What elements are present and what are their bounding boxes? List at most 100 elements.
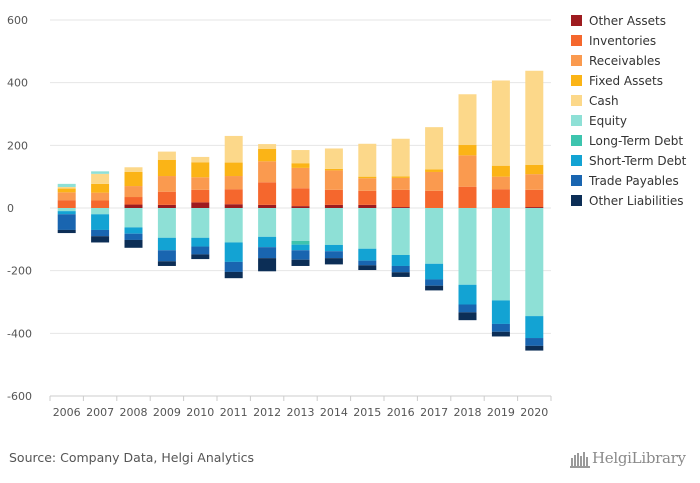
bar-segment — [391, 255, 410, 266]
y-tick-label: -400 — [7, 327, 32, 340]
bar-segment — [458, 284, 477, 305]
bar-segment — [391, 189, 410, 208]
bar-segment — [458, 186, 477, 208]
bar-segment — [157, 159, 176, 177]
legend-swatch — [571, 35, 582, 46]
y-tick-label: -200 — [7, 265, 32, 278]
bar-segment — [224, 176, 243, 190]
x-tick-label: 2012 — [253, 406, 281, 419]
bar-segment — [191, 156, 210, 163]
bar-segment — [358, 265, 377, 271]
bar-segment — [57, 183, 76, 188]
source-note: Source: Company Data, Helgi Analytics — [9, 450, 255, 465]
bar-segment — [491, 165, 510, 177]
legend-item[interactable]: Other Assets — [571, 14, 666, 28]
legend-label: Trade Payables — [588, 174, 679, 188]
bar-segment — [291, 163, 310, 168]
bar-segment — [458, 312, 477, 321]
bar-segment — [124, 167, 143, 172]
bar-segment — [291, 206, 310, 208]
bar-segment — [91, 200, 110, 208]
bars — [57, 70, 544, 351]
bar-segment — [358, 178, 377, 191]
bar-segment — [525, 208, 544, 317]
legend-item[interactable]: Other Liabilities — [571, 194, 684, 208]
x-tick-label: 2011 — [220, 406, 248, 419]
bar-segment — [57, 208, 76, 212]
bar-segment — [91, 214, 110, 230]
bar-segment — [57, 192, 76, 201]
bar-segment — [57, 229, 76, 234]
brand-logo[interactable]: HelgiLibrary — [570, 448, 695, 470]
bar-segment — [458, 304, 477, 313]
bar-segment — [391, 138, 410, 177]
bar-segment — [191, 162, 210, 178]
legend-item[interactable]: Long-Term Debt — [571, 134, 683, 148]
legend-swatch — [571, 155, 582, 166]
bar-segment — [91, 229, 110, 237]
legend-item[interactable]: Inventories — [571, 34, 656, 48]
legend-item[interactable]: Fixed Assets — [571, 74, 663, 88]
legend-swatch — [571, 15, 582, 26]
bar-segment — [491, 80, 510, 166]
bar-segment — [324, 148, 343, 169]
bar-segment — [425, 208, 444, 264]
x-tick-label: 2014 — [320, 406, 348, 419]
bar-segment — [224, 204, 243, 208]
bar-segment — [124, 227, 143, 234]
bar-segment — [425, 190, 444, 208]
bar-segment — [191, 208, 210, 238]
legend-item[interactable]: Equity — [571, 114, 627, 128]
legend-label: Short-Term Debt — [589, 154, 687, 168]
legend-label: Receivables — [589, 54, 661, 68]
bar-segment — [191, 246, 210, 255]
legend-item[interactable]: Cash — [571, 94, 619, 108]
bar-segment — [525, 207, 544, 208]
bar-segment — [358, 190, 377, 205]
bar-segment — [91, 171, 110, 174]
bar-segment — [425, 127, 444, 170]
x-tick-label: 2008 — [120, 406, 148, 419]
legend-label: Other Liabilities — [589, 194, 684, 208]
bar-segment — [258, 247, 277, 259]
bar-segment — [224, 261, 243, 272]
y-tick-label: 400 — [7, 77, 28, 90]
x-tick-label: 2006 — [53, 406, 81, 419]
legend-item[interactable]: Receivables — [571, 54, 661, 68]
bar-segment — [124, 204, 143, 208]
bar-segment — [324, 251, 343, 259]
bar-segment — [57, 188, 76, 193]
bar-segment — [391, 176, 410, 178]
helgi-library-logo-icon — [570, 452, 590, 468]
legend-item[interactable]: Short-Term Debt — [571, 154, 687, 168]
bar-segment — [391, 272, 410, 277]
x-tick-label: 2017 — [420, 406, 448, 419]
x-tick-label: 2009 — [153, 406, 181, 419]
x-tick-label: 2007 — [86, 406, 114, 419]
x-tick-label: 2016 — [387, 406, 415, 419]
bar-segment — [157, 237, 176, 251]
bar-segment — [458, 94, 477, 146]
bar-segment — [191, 189, 210, 203]
legend-swatch — [571, 75, 582, 86]
y-tick-label: -600 — [7, 390, 32, 403]
y-tick-label: 0 — [7, 202, 14, 215]
bar-segment — [258, 182, 277, 205]
legend-label: Inventories — [589, 34, 656, 48]
bar-segment — [358, 260, 377, 266]
bar-segment — [124, 186, 143, 198]
bar-segment — [291, 244, 310, 251]
bar-segment — [191, 202, 210, 208]
bar-segment — [458, 155, 477, 187]
legend-item[interactable]: Trade Payables — [571, 174, 679, 188]
bar-segment — [191, 177, 210, 190]
bar-segment — [358, 143, 377, 177]
x-tick-label: 2013 — [287, 406, 315, 419]
bar-segment — [324, 168, 343, 171]
bar-segment — [124, 208, 143, 228]
bar-segment — [124, 233, 143, 240]
legend-swatch — [571, 135, 582, 146]
bar-segment — [191, 254, 210, 260]
bar-segment — [324, 208, 343, 245]
